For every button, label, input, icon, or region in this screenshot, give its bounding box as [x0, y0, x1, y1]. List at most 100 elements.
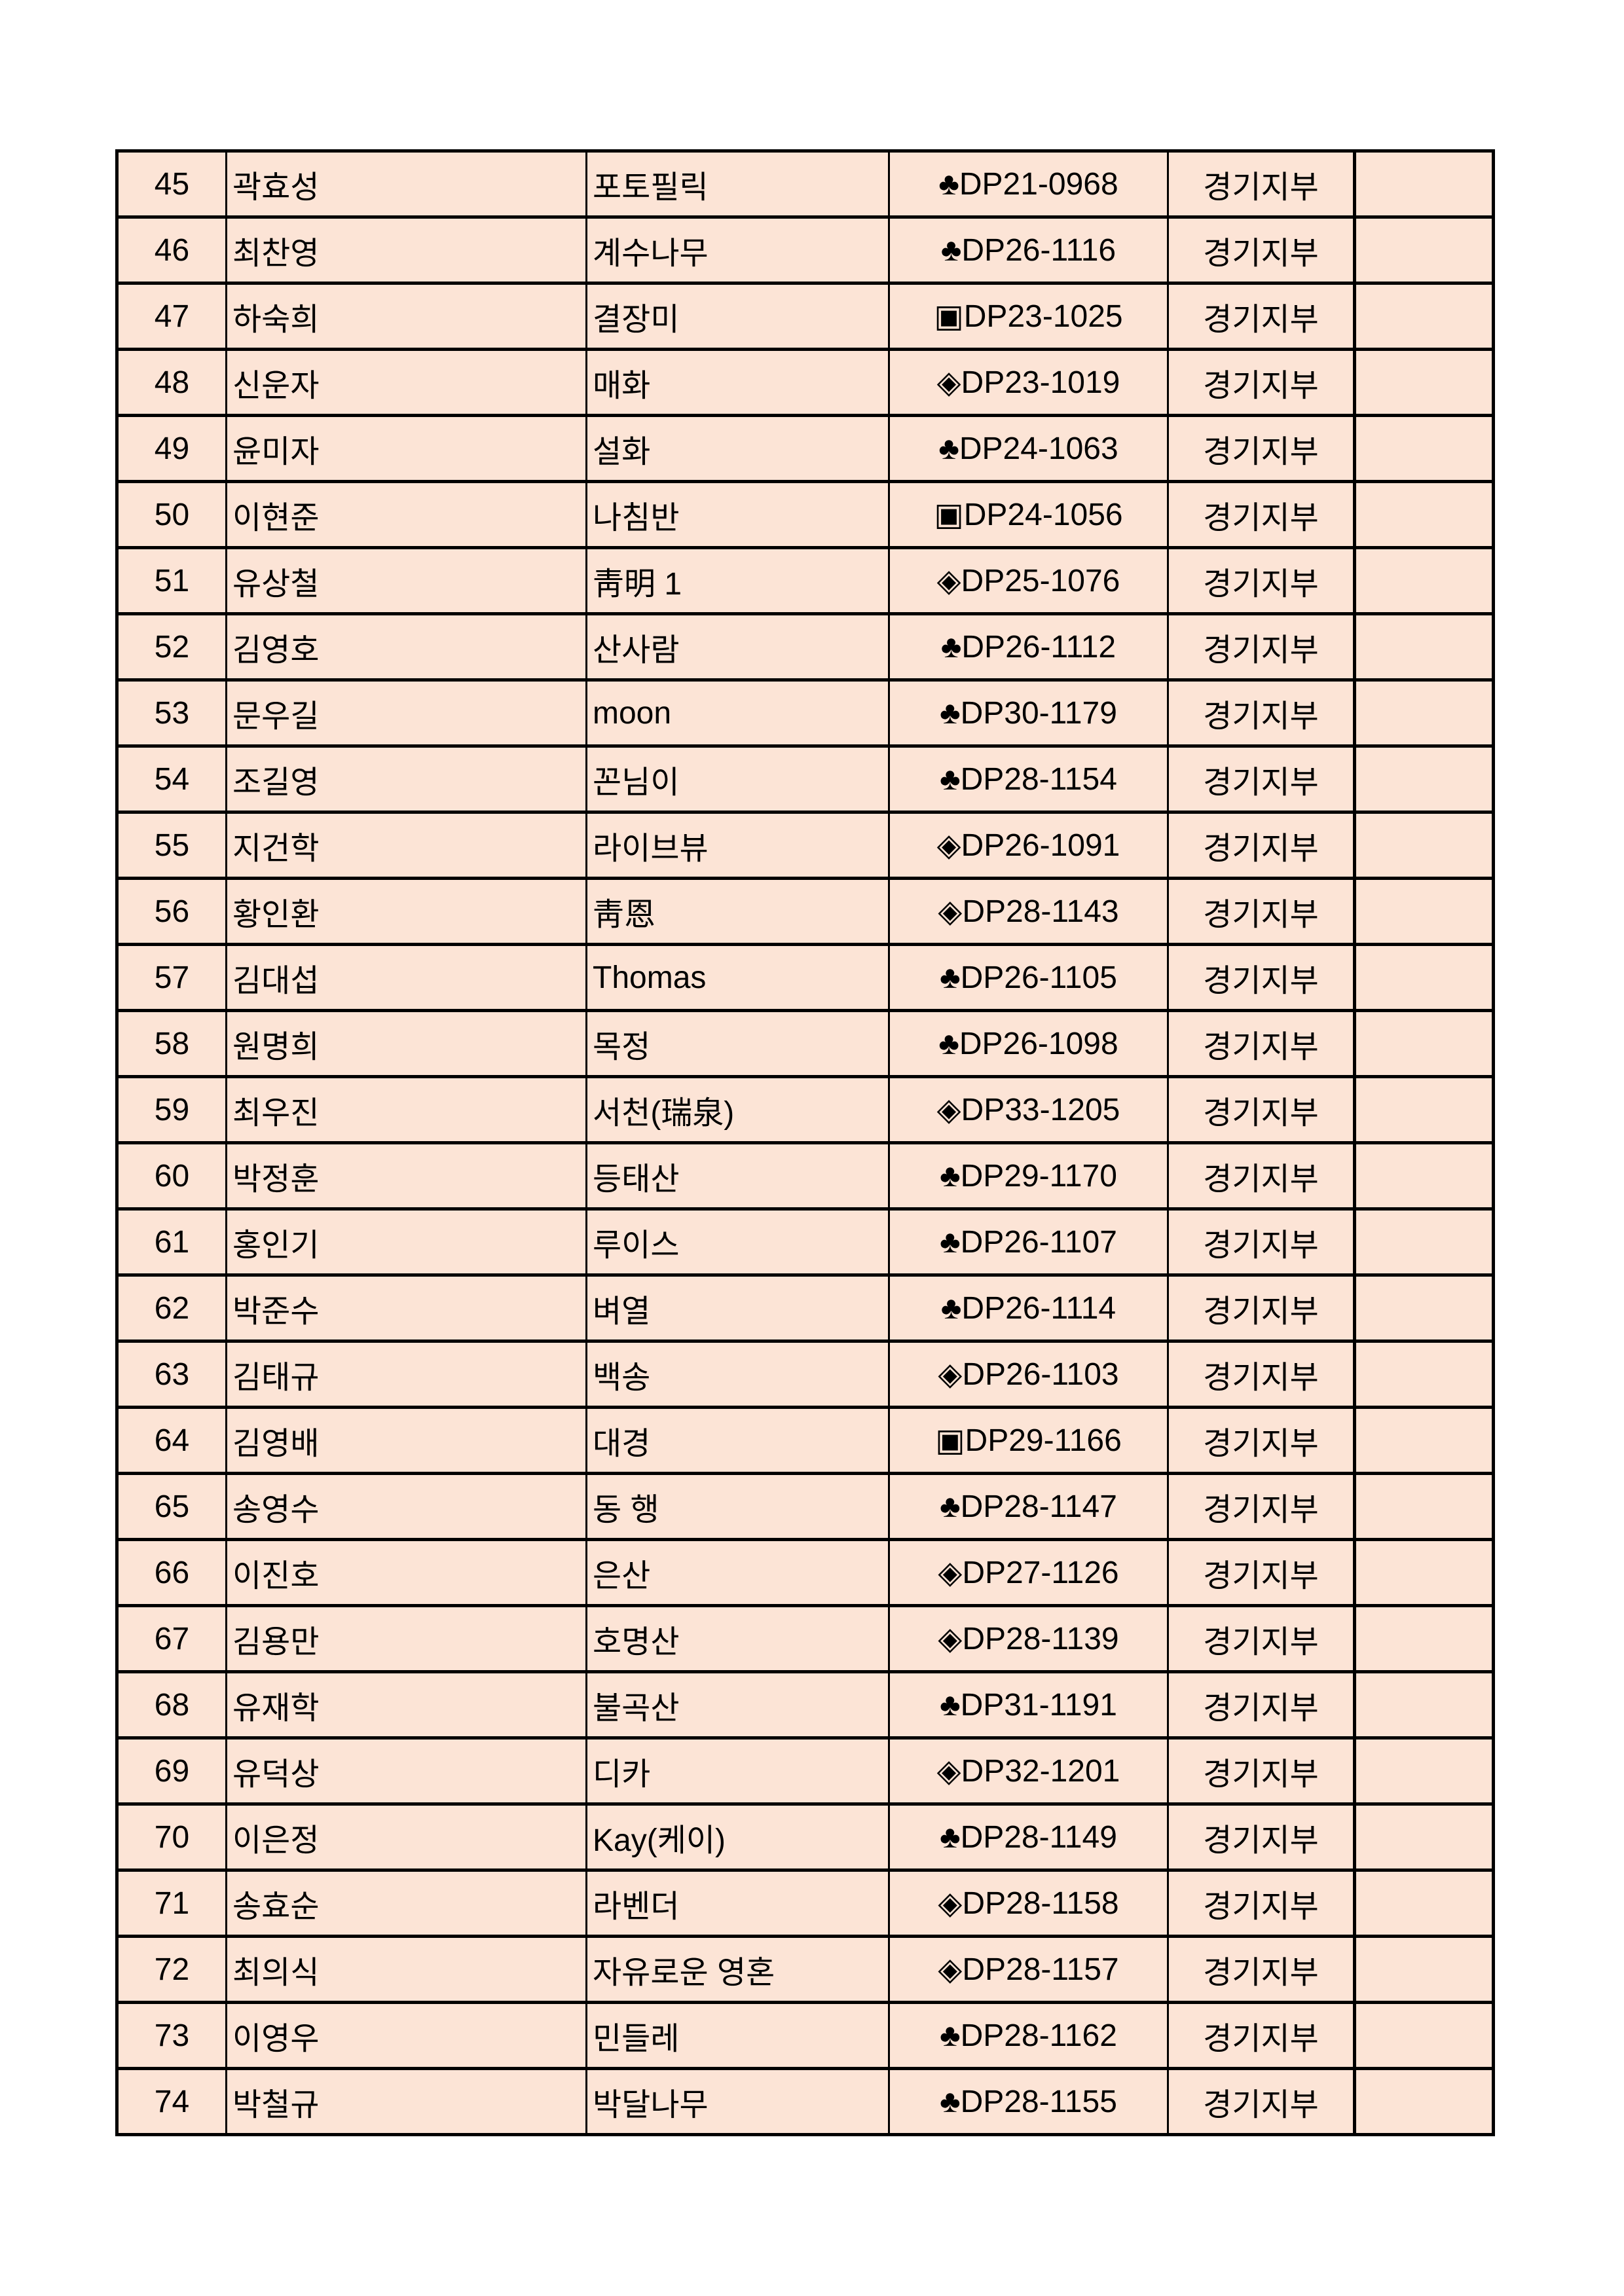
member-branch: 경기지부	[1167, 348, 1356, 416]
row-number: 57	[116, 943, 227, 1011]
member-note	[1354, 1274, 1494, 1342]
member-code: ◈DP28-1143	[888, 877, 1169, 945]
member-code: ♣DP28-1154	[888, 745, 1169, 813]
member-name: 신운자	[225, 348, 587, 416]
member-name: 유상철	[225, 547, 587, 615]
member-code: ◈DP26-1103	[888, 1340, 1169, 1408]
table-row: 46 최찬영 계수나무 ♣DP26-1116 경기지부	[116, 216, 1494, 284]
member-name: 문우길	[225, 679, 587, 747]
table-row: 69 유덕상 디카 ◈DP32-1201 경기지부	[116, 1737, 1494, 1805]
row-number: 52	[116, 613, 227, 681]
member-name: 조길영	[225, 745, 587, 813]
member-note	[1354, 414, 1494, 483]
row-number: 65	[116, 1472, 227, 1540]
table-row: 73 이영우 민들레 ♣DP28-1162 경기지부	[116, 2001, 1494, 2069]
member-code: ♣DP26-1105	[888, 943, 1169, 1011]
row-number: 74	[116, 2068, 227, 2136]
table-row: 68 유재학 불곡산 ♣DP31-1191 경기지부	[116, 1671, 1494, 1739]
member-branch: 경기지부	[1167, 1010, 1356, 1078]
member-nickname: 나침반	[585, 481, 890, 549]
row-number: 56	[116, 877, 227, 945]
member-nickname: 민들레	[585, 2001, 890, 2069]
table-row: 57 김대섭 Thomas ♣DP26-1105 경기지부	[116, 943, 1494, 1011]
member-branch: 경기지부	[1167, 1208, 1356, 1276]
member-code: ◈DP28-1157	[888, 1935, 1169, 2003]
member-branch: 경기지부	[1167, 877, 1356, 945]
member-branch: 경기지부	[1167, 547, 1356, 615]
member-branch: 경기지부	[1167, 414, 1356, 483]
member-note	[1354, 1472, 1494, 1540]
member-nickname: 설화	[585, 414, 890, 483]
table-row: 67 김용만 호명산 ◈DP28-1139 경기지부	[116, 1605, 1494, 1673]
row-number: 45	[116, 150, 227, 218]
row-number: 49	[116, 414, 227, 483]
member-name: 이진호	[225, 1539, 587, 1607]
row-number: 53	[116, 679, 227, 747]
table-row: 53 문우길 moon ♣DP30-1179 경기지부	[116, 679, 1494, 747]
member-note	[1354, 282, 1494, 350]
member-branch: 경기지부	[1167, 1472, 1356, 1540]
member-note	[1354, 150, 1494, 218]
member-name: 박정훈	[225, 1142, 587, 1210]
member-nickname: 靑恩	[585, 877, 890, 945]
member-note	[1354, 1208, 1494, 1276]
row-number: 66	[116, 1539, 227, 1607]
member-note	[1354, 1737, 1494, 1805]
member-code: ♣DP26-1107	[888, 1208, 1169, 1276]
member-table: 45 곽효성 포토필릭 ♣DP21-0968 경기지부 46 최찬영 계수나무 ♣DP26-11…	[115, 149, 1495, 2136]
member-nickname: 목정	[585, 1010, 890, 1078]
member-name: 홍인기	[225, 1208, 587, 1276]
row-number: 63	[116, 1340, 227, 1408]
member-branch: 경기지부	[1167, 1274, 1356, 1342]
member-branch: 경기지부	[1167, 1869, 1356, 1937]
member-branch: 경기지부	[1167, 1340, 1356, 1408]
row-number: 71	[116, 1869, 227, 1937]
member-nickname: 백송	[585, 1340, 890, 1408]
member-branch: 경기지부	[1167, 745, 1356, 813]
table-row: 74 박철규 박달나무 ♣DP28-1155 경기지부	[116, 2068, 1494, 2136]
member-note	[1354, 1076, 1494, 1144]
table-row: 66 이진호 은산 ◈DP27-1126 경기지부	[116, 1539, 1494, 1607]
member-code: ♣DP26-1112	[888, 613, 1169, 681]
member-branch: 경기지부	[1167, 1539, 1356, 1607]
member-note	[1354, 877, 1494, 945]
member-note	[1354, 348, 1494, 416]
member-nickname: 박달나무	[585, 2068, 890, 2136]
member-name: 박준수	[225, 1274, 587, 1342]
member-nickname: 호명산	[585, 1605, 890, 1673]
member-nickname: 은산	[585, 1539, 890, 1607]
member-code: ♣DP26-1116	[888, 216, 1169, 284]
member-name: 곽효성	[225, 150, 587, 218]
member-nickname: moon	[585, 679, 890, 747]
member-code: ♣DP29-1170	[888, 1142, 1169, 1210]
row-number: 72	[116, 1935, 227, 2003]
member-name: 이은정	[225, 1803, 587, 1871]
row-number: 50	[116, 481, 227, 549]
member-note	[1354, 2068, 1494, 2136]
member-nickname: 디카	[585, 1737, 890, 1805]
row-number: 59	[116, 1076, 227, 1144]
member-name: 김태규	[225, 1340, 587, 1408]
member-branch: 경기지부	[1167, 282, 1356, 350]
member-branch: 경기지부	[1167, 216, 1356, 284]
member-branch: 경기지부	[1167, 811, 1356, 879]
member-name: 박철규	[225, 2068, 587, 2136]
member-branch: 경기지부	[1167, 1406, 1356, 1474]
table-row: 61 홍인기 루이스 ♣DP26-1107 경기지부	[116, 1208, 1494, 1276]
member-name: 김영호	[225, 613, 587, 681]
member-branch: 경기지부	[1167, 1671, 1356, 1739]
member-code: ▣DP29-1166	[888, 1406, 1169, 1474]
member-name: 지건학	[225, 811, 587, 879]
member-note	[1354, 943, 1494, 1011]
member-nickname: 산사람	[585, 613, 890, 681]
member-nickname: 대경	[585, 1406, 890, 1474]
member-nickname: 불곡산	[585, 1671, 890, 1739]
member-code: ◈DP25-1076	[888, 547, 1169, 615]
member-note	[1354, 1869, 1494, 1937]
table-row: 55 지건학 라이브뷰 ◈DP26-1091 경기지부	[116, 811, 1494, 879]
member-note	[1354, 1142, 1494, 1210]
member-name: 유덕상	[225, 1737, 587, 1805]
member-name: 황인환	[225, 877, 587, 945]
member-note	[1354, 1010, 1494, 1078]
member-name: 이영우	[225, 2001, 587, 2069]
